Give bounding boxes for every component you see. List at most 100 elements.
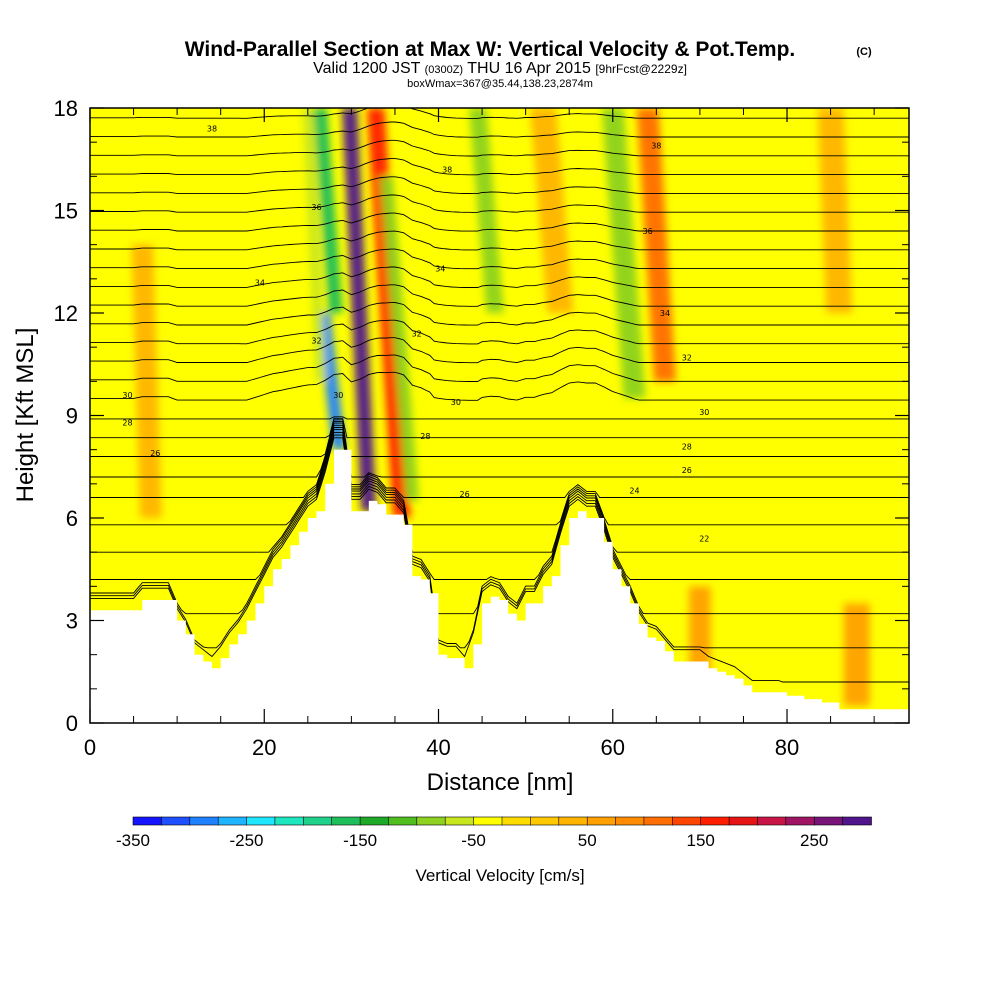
theta-isoline — [90, 139, 909, 157]
velocity-band — [843, 603, 870, 706]
chart-title: Wind-Parallel Section at Max W: Vertical… — [185, 38, 796, 61]
colorbar-swatch — [217, 816, 248, 826]
x-axis-label: Distance [nm] — [427, 769, 574, 796]
theta-isoline — [90, 419, 909, 457]
contour-label: 34 — [255, 278, 265, 287]
contour-label: 38 — [651, 142, 661, 151]
colorbar-swatch — [444, 816, 475, 826]
colorbar-tick-label: -350 — [116, 831, 150, 850]
colorbar-swatch — [246, 816, 276, 826]
colorbar-swatch — [302, 816, 333, 826]
valid-date: THU 16 Apr 2015 — [467, 60, 591, 77]
theta-contours — [90, 108, 909, 683]
contour-label: 30 — [333, 391, 343, 400]
colorbar-swatch — [189, 816, 220, 826]
colorbar-label: Vertical Velocity [cm/s] — [415, 866, 584, 885]
contour-label: 30 — [451, 398, 461, 407]
y-tick-label: 6 — [66, 506, 78, 531]
colorbar-swatch — [757, 816, 787, 826]
velocity-band — [302, 108, 327, 382]
colorbar-swatch — [700, 816, 730, 826]
y-tick-label: 12 — [54, 301, 78, 326]
colorbar-swatch — [132, 816, 163, 826]
colorbar-swatch — [331, 816, 361, 826]
colorbar-swatch — [530, 816, 560, 826]
plot-area: 38 36 34 32 30 28 26 30 38 34 32 30 28 26 38 36 34 32 30 28… — [90, 108, 909, 723]
colorbar-tick-label: 50 — [578, 831, 597, 850]
theta-isoline — [90, 194, 909, 213]
theta-isoline — [90, 230, 909, 251]
colorbar-tick-label: -150 — [343, 831, 377, 850]
contour-label: 26 — [460, 490, 470, 499]
colorbar-tick-label: 250 — [800, 831, 828, 850]
theta-isoline — [90, 319, 909, 345]
velocity-band — [313, 108, 343, 313]
contour-label: 30 — [122, 391, 132, 400]
contour-label: 22 — [699, 535, 709, 544]
x-tick-label: 60 — [601, 735, 625, 760]
y-tick-label: 0 — [66, 711, 78, 736]
y-tick-label: 18 — [54, 96, 78, 121]
colorbar-swatch — [615, 816, 645, 826]
contour-label: 36 — [643, 227, 653, 236]
colorbar: -350 -250 -150 -50 50 150 250 — [116, 816, 872, 850]
theta-isoline — [90, 337, 909, 364]
contour-label: 26 — [150, 449, 160, 458]
contour-label: 32 — [682, 353, 692, 362]
copyright-mark: (C) — [856, 46, 872, 58]
contour-label: 28 — [682, 442, 692, 451]
colorbar-swatch — [728, 816, 759, 826]
contour-label: 32 — [412, 330, 422, 339]
x-tick-label: 80 — [775, 735, 799, 760]
velocity-band — [131, 244, 162, 518]
theta-isoline — [90, 121, 909, 138]
theta-isoline — [90, 429, 909, 580]
contour-label: 34 — [435, 265, 445, 274]
colorbar-swatch — [643, 816, 674, 826]
contour-label: 38 — [442, 166, 452, 175]
colorbar-swatch — [473, 816, 503, 826]
theta-isoline — [90, 417, 909, 439]
x-tick-label: 20 — [252, 735, 276, 760]
velocity-band — [601, 108, 646, 399]
x-tick-label: 40 — [426, 735, 450, 760]
contour-label: 26 — [682, 466, 692, 475]
theta-isoline — [90, 158, 909, 176]
theta-isoline — [90, 284, 909, 307]
contour-label: 38 — [207, 125, 217, 134]
colorbar-tick-label: -50 — [461, 831, 486, 850]
utc-time: (0300Z) — [425, 64, 464, 76]
velocity-band — [817, 108, 853, 313]
theta-isoline — [90, 416, 909, 420]
forecast-info: [9hrFcst@2229z] — [595, 62, 687, 76]
colorbar-swatch — [785, 816, 815, 826]
colorbar-swatch — [161, 816, 191, 826]
theta-isoline — [90, 371, 909, 401]
y-tick-label: 3 — [66, 609, 78, 634]
terrain-mask — [90, 449, 909, 723]
box-info: boxWmax=367@35.44,138.23,2874m — [407, 78, 593, 90]
colorbar-swatch — [558, 816, 588, 826]
theta-isoline — [90, 422, 909, 498]
colorbar-swatch — [813, 816, 844, 826]
contour-label: 34 — [660, 309, 670, 318]
contour-label: 36 — [311, 203, 321, 212]
theta-isoline — [90, 108, 909, 119]
colorbar-swatch — [274, 816, 305, 826]
theta-isoline — [90, 266, 909, 288]
x-tick-label: 0 — [84, 735, 96, 760]
colorbar-swatch — [671, 816, 702, 826]
theta-isoline — [90, 434, 909, 649]
colorbar-swatch — [501, 816, 532, 826]
contour-label: 32 — [311, 336, 321, 345]
theta-isoline — [90, 176, 909, 195]
theta-isoline — [90, 424, 909, 526]
contour-label: 28 — [122, 418, 132, 427]
colorbar-tick-label: 150 — [687, 831, 715, 850]
contour-label: 28 — [420, 432, 430, 441]
theta-isoline — [90, 354, 909, 382]
contour-labels: 38 36 34 32 30 28 26 30 38 34 32 30 28 26 38 36 34 32 30 28… — [122, 125, 709, 544]
theta-isoline — [90, 420, 909, 478]
